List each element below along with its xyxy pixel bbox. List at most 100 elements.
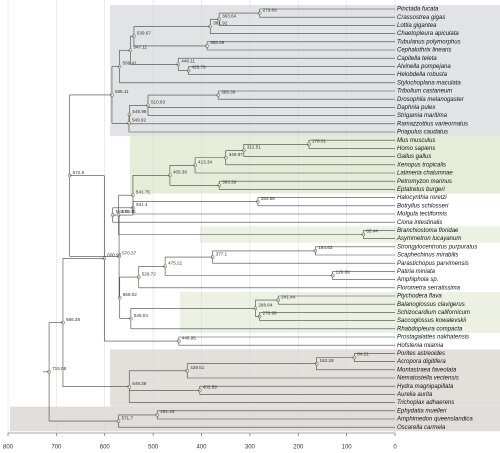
node-age: 288.64 xyxy=(258,303,272,308)
node-age: 491.43 xyxy=(160,409,174,414)
taxon-label: Capitella teleta xyxy=(397,56,437,62)
node-age: 363.64 xyxy=(222,13,236,18)
node-age: 715.08 xyxy=(52,366,66,371)
node-age: 164.63 xyxy=(318,245,332,250)
taxon-label: Florometra serratissima xyxy=(397,285,461,291)
taxon-label: Porites astreoides xyxy=(397,351,445,357)
node-age: 600.97 xyxy=(107,253,121,258)
node-age: 365.38 xyxy=(221,89,235,94)
taxon-label: Patiria miniata xyxy=(397,269,436,275)
taxon-label: Amphiphola sp. xyxy=(396,277,438,283)
node-age: 583.69 xyxy=(116,209,130,214)
node-age: 548.98 xyxy=(132,109,146,114)
node-age: 541.75 xyxy=(136,189,150,194)
clade-band xyxy=(110,4,500,137)
node-age: 84.21 xyxy=(357,352,369,357)
taxon-label: Branchiostoma floridae xyxy=(397,228,459,234)
node-age: 585.11 xyxy=(115,89,129,94)
taxon-label: Montastraea faveolata xyxy=(397,367,457,373)
tick-label: 800 xyxy=(3,445,14,451)
node-age: 65.44 xyxy=(366,229,378,234)
taxon-label: Hydra magnipapillata xyxy=(397,384,454,390)
node-age: 546.04 xyxy=(134,313,148,318)
taxon-label: Strongylocentrotus purpuratus xyxy=(397,244,477,250)
taxon-label: Helobdella robusta xyxy=(397,72,448,78)
tree: Pinctada fucata Crassostrea gigas 279.89 Lo… xyxy=(43,7,477,431)
node-age: 178.01 xyxy=(312,139,326,144)
node-age: 549.39 xyxy=(132,381,146,386)
taxon-label: Ramazzottius varieornatus xyxy=(397,121,468,127)
taxon-label: Scaphechinus mirabilis xyxy=(397,253,458,259)
taxon-label: Molgula tectiformis xyxy=(397,212,447,218)
node-age: 128.89 xyxy=(336,270,350,275)
taxon-label: Drosophila melanogaster xyxy=(397,97,465,103)
node-age: 279.99 xyxy=(263,311,277,316)
taxon-label: Ptychodera flava xyxy=(397,294,442,300)
taxon-label: Acropora digitifera xyxy=(396,359,446,365)
node-age: 429.51 xyxy=(190,365,204,370)
taxon-label: Strigamia maritima xyxy=(397,113,448,119)
taxon-label: Tubulanus polymorphus xyxy=(397,39,461,45)
taxon-label: Pinctada fucata xyxy=(397,7,439,13)
tick-label: 0 xyxy=(393,445,397,451)
tick-label: 300 xyxy=(245,445,256,451)
taxon-label: Botryllus schlosseri xyxy=(397,203,449,209)
taxon-label: Trichoplax adhaerens xyxy=(397,400,454,406)
node-age: 349.87 xyxy=(229,152,243,157)
node-age: 283.56 xyxy=(261,196,275,201)
node-age: 426.79 xyxy=(192,65,206,70)
tick-label: 500 xyxy=(148,445,159,451)
node-age: 510.63 xyxy=(151,100,165,105)
taxon-label: Asymmetron lucayanum xyxy=(396,236,461,242)
taxon-label: Schizocardium californicum xyxy=(397,310,470,316)
taxon-label: Rhabdopleura compacta xyxy=(397,326,463,332)
node-age: 569.02 xyxy=(123,292,137,297)
node-age: 475.21 xyxy=(168,260,182,265)
node-age: 162.29 xyxy=(319,358,333,363)
taxon-label: Gallus gallus xyxy=(397,154,431,160)
taxon-label: Hofstenia miamia xyxy=(397,343,444,349)
node-age: 279.89 xyxy=(263,7,277,12)
node-age: 571.7 xyxy=(121,415,133,420)
node-age: 413.34 xyxy=(198,160,212,165)
taxon-label: Nematostella vectensis xyxy=(397,376,459,382)
node-age: 569.41 xyxy=(123,61,137,66)
node-age: 448.11 xyxy=(181,59,195,64)
taxon-label: Ephydatia muelleri xyxy=(397,408,447,414)
node-age: 529.72 xyxy=(142,271,156,276)
taxon-label: Daphnia pulex xyxy=(397,105,436,111)
node-age: 381.92 xyxy=(213,21,227,26)
tick-label: 700 xyxy=(51,445,62,451)
taxon-label: Lottia gigantea xyxy=(397,23,437,29)
node-age: 541.4 xyxy=(136,202,148,207)
taxon-label: Xenopus tropicalis xyxy=(396,162,446,168)
taxon-label: Aurelia aurita xyxy=(396,392,433,398)
taxon-label: Chaetopleura apiculata xyxy=(397,31,459,37)
taxon-label: Oscarella carmela xyxy=(397,425,446,431)
node-age: 377.1 xyxy=(216,251,228,256)
tick-label: 400 xyxy=(196,445,207,451)
taxon-label: Alvinella pompejana xyxy=(396,64,451,70)
node-age: 446.95 xyxy=(182,335,196,340)
taxon-label: Halocynthia roretzi xyxy=(397,195,447,201)
node-age: 312.51 xyxy=(247,145,261,150)
taxon-label: Crassostrea gigas xyxy=(397,15,445,21)
node-age: 465.38 xyxy=(173,170,187,175)
tick-label: 200 xyxy=(293,445,304,451)
node-age: 547.11 xyxy=(133,44,147,49)
taxon-label: Cephalothrix linearis xyxy=(397,48,451,54)
node-age: 363.39 xyxy=(222,180,236,185)
node-age: 672.6 xyxy=(73,170,85,175)
taxon-label: Balanoglossus clavigerus xyxy=(397,302,465,308)
taxon-label: Latimeria chalumnae xyxy=(397,171,453,177)
taxon-label: Mus musculus xyxy=(397,138,435,144)
taxon-label: Petromyzon marinus xyxy=(397,179,452,185)
tick-label: 100 xyxy=(342,445,353,451)
taxon-label: Tribolium castaneum xyxy=(397,89,452,95)
node-age: 570.37 xyxy=(122,251,136,256)
taxon-label: Stylochoplana maculata xyxy=(397,80,461,86)
taxon-label: Homo sapiens xyxy=(397,146,435,152)
node-age: 549.92 xyxy=(132,118,146,123)
